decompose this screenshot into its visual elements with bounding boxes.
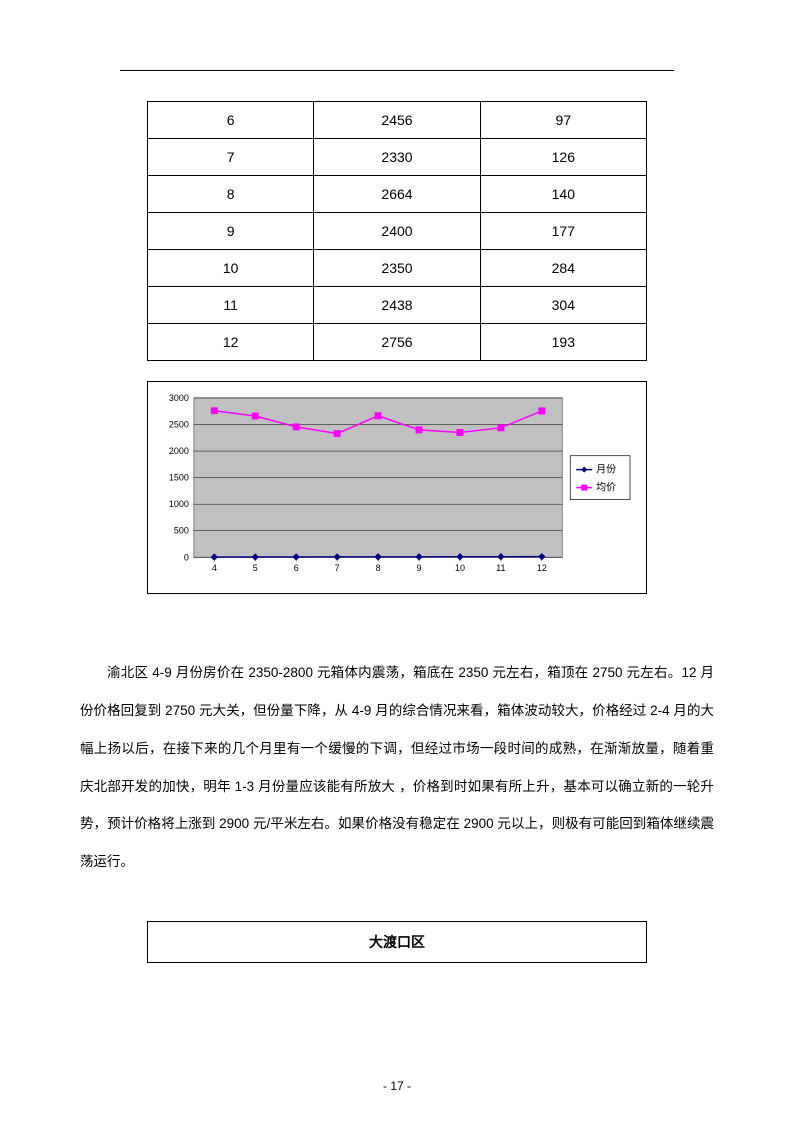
table-cell: 97 xyxy=(480,102,646,139)
svg-text:12: 12 xyxy=(537,563,547,573)
table-cell: 6 xyxy=(148,102,314,139)
table-cell: 2400 xyxy=(314,213,480,250)
table-cell: 2330 xyxy=(314,139,480,176)
section-title-box: 大渡口区 xyxy=(147,921,647,963)
svg-text:5: 5 xyxy=(253,563,258,573)
svg-text:7: 7 xyxy=(335,563,340,573)
table-cell: 12 xyxy=(148,324,314,361)
svg-text:2000: 2000 xyxy=(169,446,189,456)
svg-text:均价: 均价 xyxy=(596,482,616,494)
table-row: 6245697 xyxy=(148,102,647,139)
svg-text:6: 6 xyxy=(294,563,299,573)
price-chart-container: 0 500 1000 1500 2000 2500 3000 4 5 6 7 8 9 10 11 12 月份均价 xyxy=(147,381,647,594)
table-row: 112438304 xyxy=(148,287,647,324)
svg-text:4: 4 xyxy=(212,563,217,573)
table-cell: 126 xyxy=(480,139,646,176)
svg-text:3000: 3000 xyxy=(169,393,189,403)
table-row: 82664140 xyxy=(148,176,647,213)
price-table: 6245697723301268266414092400177102350284… xyxy=(147,101,647,361)
page-number: - 17 - xyxy=(0,1079,794,1093)
table-cell: 2438 xyxy=(314,287,480,324)
table-row: 122756193 xyxy=(148,324,647,361)
price-line-chart: 0 500 1000 1500 2000 2500 3000 4 5 6 7 8 9 10 11 12 月份均价 xyxy=(154,388,640,587)
table-cell: 2350 xyxy=(314,250,480,287)
svg-text:1000: 1000 xyxy=(169,499,189,509)
svg-text:月份: 月份 xyxy=(596,464,616,476)
table-row: 92400177 xyxy=(148,213,647,250)
table-cell: 10 xyxy=(148,250,314,287)
svg-text:2500: 2500 xyxy=(169,420,189,430)
top-horizontal-rule xyxy=(120,70,674,71)
table-cell: 11 xyxy=(148,287,314,324)
svg-text:9: 9 xyxy=(417,563,422,573)
section-title: 大渡口区 xyxy=(369,934,425,950)
table-row: 72330126 xyxy=(148,139,647,176)
table-cell: 2756 xyxy=(314,324,480,361)
table-cell: 8 xyxy=(148,176,314,213)
table-cell: 304 xyxy=(480,287,646,324)
table-cell: 193 xyxy=(480,324,646,361)
table-cell: 177 xyxy=(480,213,646,250)
table-cell: 2664 xyxy=(314,176,480,213)
table-cell: 2456 xyxy=(314,102,480,139)
svg-text:500: 500 xyxy=(174,526,189,536)
table-cell: 9 xyxy=(148,213,314,250)
svg-text:8: 8 xyxy=(376,563,381,573)
analysis-paragraph: 渝北区 4-9 月份房价在 2350-2800 元箱体内震荡，箱底在 2350 … xyxy=(80,654,714,881)
svg-text:1500: 1500 xyxy=(169,473,189,483)
table-cell: 284 xyxy=(480,250,646,287)
svg-text:11: 11 xyxy=(496,563,505,573)
svg-text:0: 0 xyxy=(184,552,189,562)
svg-text:10: 10 xyxy=(455,563,465,573)
table-cell: 7 xyxy=(148,139,314,176)
table-cell: 140 xyxy=(480,176,646,213)
table-row: 102350284 xyxy=(148,250,647,287)
